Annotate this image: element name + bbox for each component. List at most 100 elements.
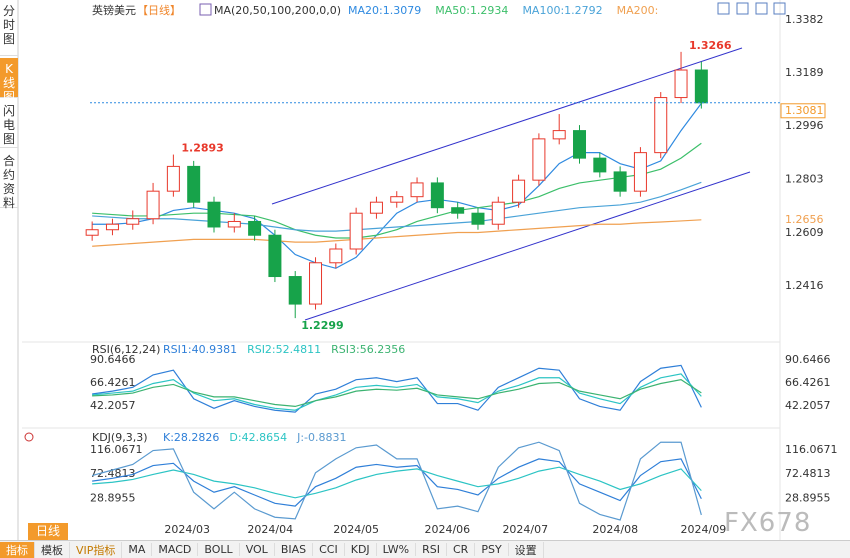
side-tab[interactable]: 分时图 [0,0,18,56]
toolbar-item[interactable]: MACD [152,543,199,556]
candle-body [227,220,241,228]
candle-body [532,138,546,181]
candle-body [430,182,444,209]
ma-icon[interactable] [199,3,212,16]
ma-label: MA(20,50,100,200,0,0) [214,4,341,17]
candle-body [349,212,363,250]
candle-body [187,165,201,203]
ma-line [92,142,702,239]
legend-entry: K:28.2826 [163,431,219,444]
candle-body [573,130,587,159]
candle-body [613,171,627,192]
candle-body [126,218,140,225]
toolbar-item[interactable]: VIP指标 [70,541,123,558]
y-tick-label-left: 66.4261 [90,376,136,389]
legend-entry: J:-0.8831 [296,431,346,444]
toolbar-icons[interactable] [717,2,786,15]
kdj-line [92,458,702,507]
price-annotation: 1.3266 [689,39,732,52]
legend-entry: RSI3:56.2356 [331,343,405,356]
y-tick-label: 1.2609 [785,226,824,239]
settings-icon[interactable] [24,432,34,442]
candle-body [288,276,302,305]
candle-body [410,182,424,198]
legend-entry: RSI2:52.4811 [247,343,321,356]
candle-body [694,69,708,104]
ma-line [92,181,702,232]
legend-entry: RSI1:40.9381 [163,343,237,356]
toolbar-item[interactable]: KDJ [345,543,377,556]
rsi-line [92,373,702,411]
y-tick-label: 1.3189 [785,66,824,79]
toolbar-item[interactable]: 模板 [35,541,70,558]
legend-entry: D:42.8654 [229,431,287,444]
ma200-label: 1.2656 [785,213,824,226]
toolbar-item[interactable]: VOL [240,543,275,556]
y-tick-label: 72.4813 [785,467,831,480]
candle-body [491,201,505,225]
y-tick-label: 1.2416 [785,279,824,292]
candle-body [166,165,180,192]
y-tick-label: 42.2057 [785,399,831,412]
candle-body [593,157,607,173]
toolbar-item[interactable]: MA [122,543,153,556]
x-tick-label: 2024/03 [164,523,210,536]
rsi-line [92,379,702,408]
y-tick-label: 1.3382 [785,13,824,26]
candle-body [329,248,343,264]
y-tick-label-left: 42.2057 [90,399,136,412]
toolbar-item[interactable]: 设置 [509,541,544,558]
y-tick-label: 1.2803 [785,172,824,185]
toolbar-item[interactable]: RSI [416,543,447,556]
candle-body [268,234,282,278]
channel-lower [304,171,751,321]
toolbar-item[interactable]: CCI [313,543,345,556]
y-tick-label: 28.8955 [785,491,831,504]
toolbar: 指标 模板 VIP指标 MA MACD BOLL VOL BIAS CCI KDJ LW% RSI CR… [0,540,850,558]
legend-entry: MA100:1.2792 [522,4,602,17]
toolbar-item[interactable]: BIAS [275,543,314,556]
candle-body [105,223,119,231]
toolbar-item[interactable]: CR [447,543,476,556]
side-tab[interactable]: K线图 [0,58,18,104]
rsi-line [92,364,702,413]
legend-entry: MA50:1.2934 [435,4,508,17]
candle-body [369,201,383,214]
y-tick-label: 1.2996 [785,119,824,132]
candle-body [451,207,465,214]
y-tick-label: 116.0671 [785,443,838,456]
subtitle: 【日线】 [137,3,181,17]
candle-body [248,220,262,236]
period-tab[interactable]: 日线 [28,523,68,540]
channel-upper [271,47,743,205]
y-tick-label: 66.4261 [785,376,831,389]
legend-entry: MA200: [617,4,659,17]
x-tick-label: 2024/05 [333,523,379,536]
candle-body [390,196,404,203]
x-tick-label: 2024/08 [592,523,638,536]
side-tab[interactable]: 闪电图 [0,100,18,148]
y-tick-label-left: 28.8955 [90,491,136,504]
y-tick-label: 90.6466 [785,353,831,366]
y-tick-label-left: 90.6466 [90,353,136,366]
last-price-label: 1.3081 [785,104,824,117]
side-tab[interactable]: 合约资料 [0,150,18,210]
toolbar-item[interactable]: PSY [475,543,509,556]
x-tick-label: 2024/09 [681,523,727,536]
candle-body [207,201,221,228]
watermark: FX678 [724,508,812,538]
toolbar-item[interactable]: LW% [377,543,417,556]
kdj-line [91,441,702,521]
price-annotation: 1.2299 [301,319,343,332]
candle-body [85,229,99,236]
candle-body [654,97,668,154]
toolbar-item[interactable]: BOLL [198,543,240,556]
ma-line [92,102,702,269]
candle-body [633,152,647,192]
candle-body [552,130,566,140]
price-annotation: 1.2893 [181,142,223,155]
toolbar-item[interactable]: 指标 [0,541,35,558]
legend-entry: MA20:1.3079 [348,4,421,17]
